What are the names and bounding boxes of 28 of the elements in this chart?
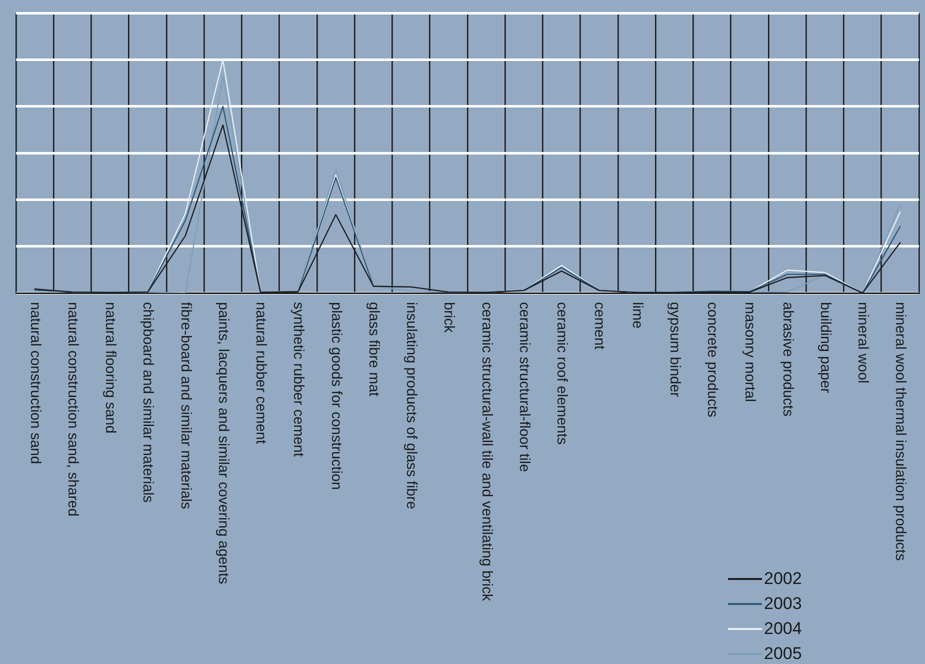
legend-label: 2003 <box>764 594 802 614</box>
x-tick-label: natural construction sand <box>26 302 44 464</box>
x-tick-label: natural construction sand, shared <box>63 302 82 516</box>
x-tick-label: plastic goods for construction <box>326 302 345 490</box>
x-tick-label: mineral wool <box>854 302 872 384</box>
x-tick-label: glass fibre mat <box>364 302 382 396</box>
x-tick-label: brick <box>440 302 458 333</box>
legend-label: 2004 <box>764 618 802 638</box>
x-tick-label: cement <box>590 302 608 350</box>
x-tick-label: concrete products <box>703 302 722 418</box>
x-tick-label: abrasive products <box>778 302 796 416</box>
x-tick-label: paints, lacquers and similar covering agents <box>214 302 232 584</box>
x-tick-label: fibre-board and similar materials <box>176 302 194 510</box>
x-tick-label: mineral wool thermal insulation products <box>891 302 910 561</box>
x-tick-label: natural rubber cement <box>252 302 270 444</box>
x-tick-label: ceramic structural-wall tile and ventilating brick <box>477 302 496 601</box>
x-tick-label: synthetic rubber cement <box>289 302 308 457</box>
x-tick-label: chipboard and similar materials <box>138 302 157 503</box>
x-tick-label: lime <box>628 302 646 329</box>
x-tick-label: insulating products of glass fibre <box>402 302 420 510</box>
x-tick-label: building paper <box>816 302 834 394</box>
legend-label: 2002 <box>764 568 802 588</box>
legend-label: 2005 <box>764 644 802 664</box>
x-tick-label: ceramic structural-floor tile <box>514 302 533 472</box>
x-tick-label: ceramic roof elements <box>552 302 571 445</box>
x-tick-label: natural flooring sand <box>101 302 120 434</box>
x-tick-label: masonry mortal <box>740 302 759 402</box>
x-tick-label: gypsum binder <box>665 302 684 398</box>
